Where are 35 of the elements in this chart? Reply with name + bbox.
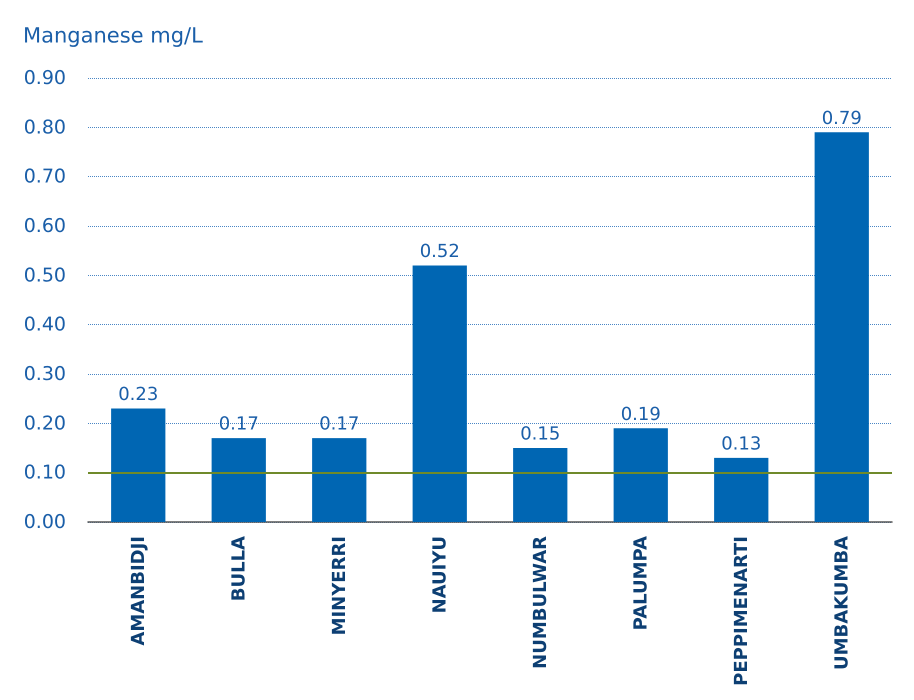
x-tick-label: PALUMPA xyxy=(630,536,652,630)
x-tick-label: MINYERRI xyxy=(328,536,350,636)
y-tick-label: 0.20 xyxy=(24,412,66,434)
bar xyxy=(111,408,166,522)
y-axis-title: Manganese mg/L xyxy=(23,24,204,48)
bar xyxy=(814,132,869,522)
data-label: 0.17 xyxy=(218,414,259,435)
y-tick-label: 0.00 xyxy=(24,511,66,533)
bar xyxy=(714,458,768,522)
x-tick-label: AMANBIDJI xyxy=(128,536,149,646)
data-label: 0.52 xyxy=(420,240,460,262)
bar xyxy=(412,265,467,522)
y-tick-label: 0.10 xyxy=(24,462,66,484)
y-tick-label: 0.70 xyxy=(24,166,66,188)
bar xyxy=(614,428,668,522)
y-tick-label: 0.50 xyxy=(24,264,66,286)
data-label: 0.19 xyxy=(620,404,661,425)
x-tick-label: BULLA xyxy=(228,536,250,602)
y-tick-label: 0.60 xyxy=(24,215,66,237)
x-tick-label: NAUIYU xyxy=(429,536,450,614)
data-label: 0.13 xyxy=(721,433,762,454)
bar xyxy=(513,448,568,522)
bar xyxy=(312,438,366,522)
data-label: 0.23 xyxy=(118,384,158,406)
y-tick-label: 0.80 xyxy=(24,116,66,138)
x-tick-label: NUMBULWAR xyxy=(530,536,551,669)
y-tick-label: 0.30 xyxy=(24,363,66,385)
x-tick-label: UMBAKUMBA xyxy=(831,536,852,670)
data-label: 0.79 xyxy=(822,108,862,129)
data-label: 0.17 xyxy=(319,414,360,435)
bar xyxy=(212,438,266,522)
y-tick-label: 0.40 xyxy=(24,314,66,336)
x-tick-label: PEPPIMENARTI xyxy=(730,536,752,686)
data-label: 0.15 xyxy=(520,424,560,444)
y-tick-label: 0.90 xyxy=(24,67,66,89)
